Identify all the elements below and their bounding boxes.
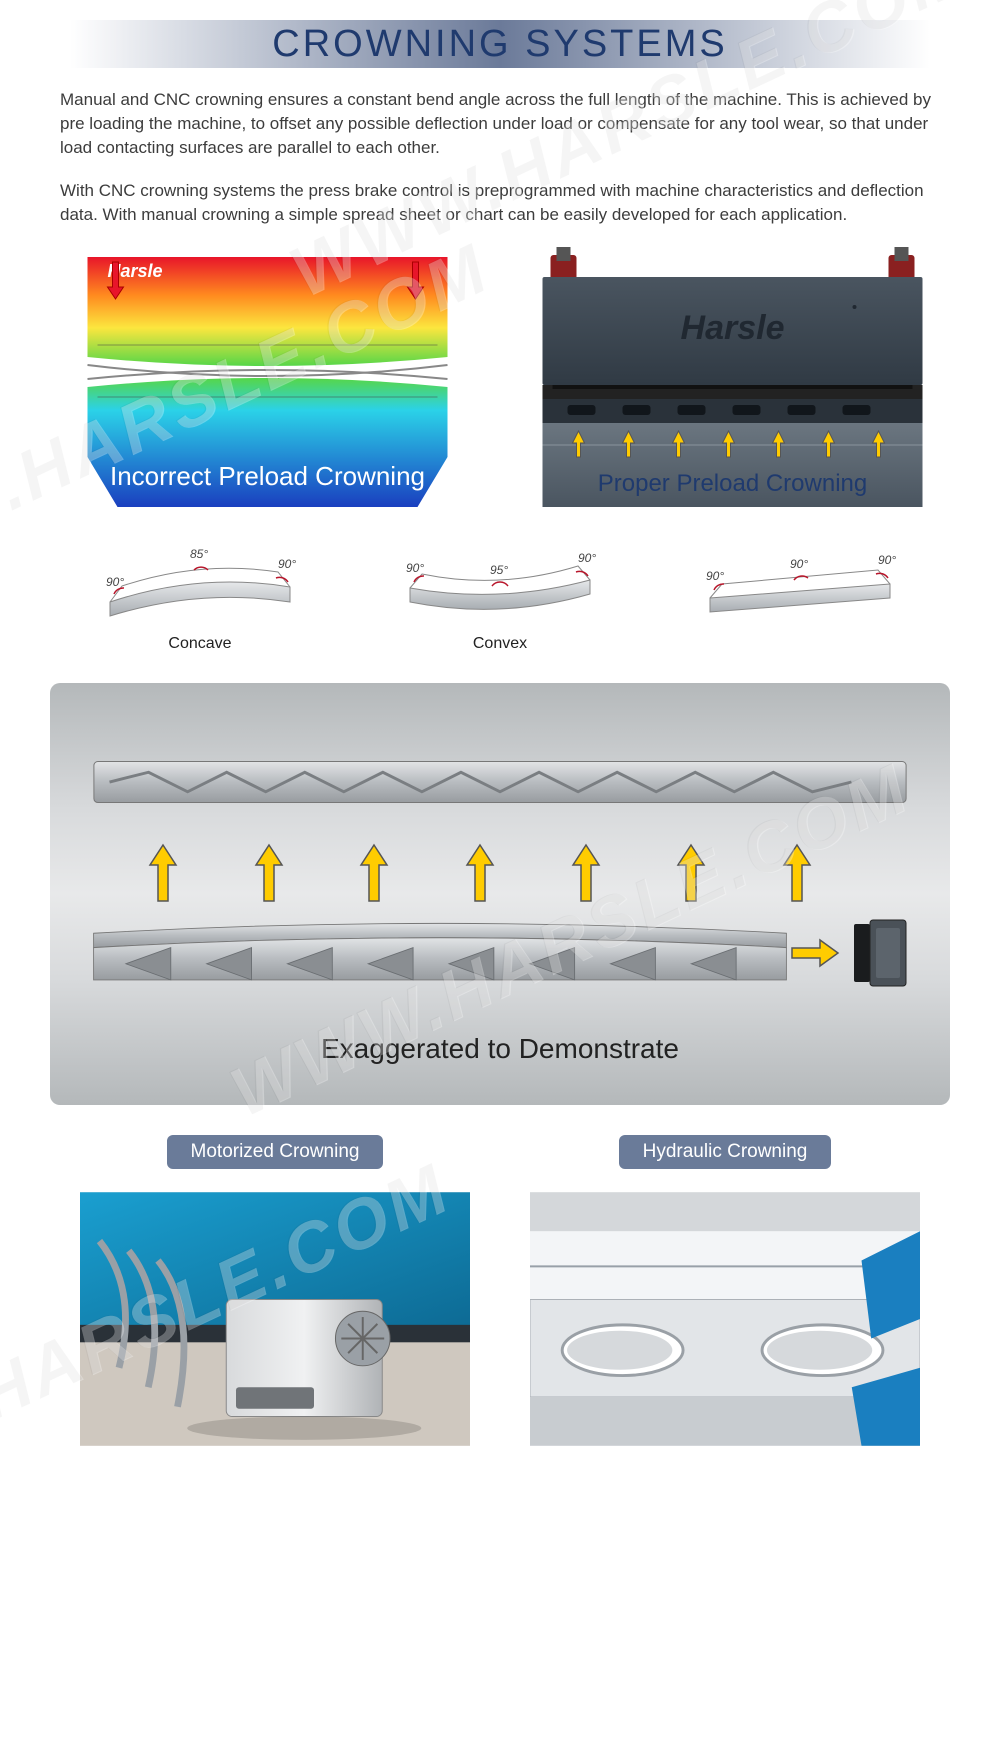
page-title: CROWNING SYSTEMS	[272, 23, 727, 66]
svg-text:90°: 90°	[790, 557, 808, 571]
svg-text:90°: 90°	[878, 553, 896, 567]
bend-convex-label: Convex	[400, 635, 600, 653]
hydraulic-section: Hydraulic Crowning	[530, 1135, 920, 1454]
intro-para-2: With CNC crowning systems the press brak…	[60, 179, 940, 227]
svg-text:90°: 90°	[406, 561, 424, 575]
hydraulic-photo	[530, 1189, 920, 1449]
svg-text:90°: 90°	[278, 557, 296, 571]
hydraulic-pill: Hydraulic Crowning	[619, 1135, 832, 1169]
demo-panel: Exaggerated to Demonstrate	[50, 683, 950, 1105]
motorized-section: Motorized Crowning	[80, 1135, 470, 1454]
exaggerated-label: Exaggerated to Demonstrate	[90, 1033, 910, 1065]
motorized-photo	[80, 1189, 470, 1449]
svg-text:95°: 95°	[490, 563, 508, 577]
bend-convex: 90° 95° 90° Convex	[400, 542, 600, 653]
bend-flat: 90° 90° 90°	[700, 542, 900, 653]
machine-proper: Harsle	[515, 247, 950, 512]
bend-concave-label: Concave	[100, 635, 300, 653]
intro-para-1: Manual and CNC crowning ensures a consta…	[60, 88, 940, 159]
svg-text:90°: 90°	[106, 575, 124, 589]
machine-incorrect: Harsle Incorrect Preload Crowning	[50, 247, 485, 512]
svg-text:90°: 90°	[578, 551, 596, 565]
brand-logo: Harsle	[681, 309, 785, 347]
machine-proper-label: Proper Preload Crowning	[598, 470, 867, 497]
bend-concave: 90° 85° 90° Concave	[100, 542, 300, 653]
motorized-pill: Motorized Crowning	[167, 1135, 384, 1169]
right-arrow-icon	[790, 938, 840, 968]
motor-icon	[850, 918, 910, 988]
svg-text:85°: 85°	[190, 547, 208, 561]
machine-incorrect-label: Incorrect Preload Crowning	[110, 461, 425, 491]
svg-text:90°: 90°	[706, 569, 724, 583]
